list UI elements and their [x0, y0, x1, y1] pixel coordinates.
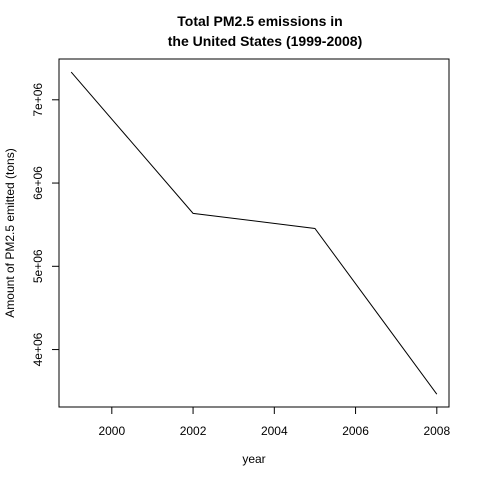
y-axis: 4e+06 5e+06 6e+06 7e+06 — [31, 83, 59, 366]
y-tick-label: 6e+06 — [31, 166, 45, 200]
y-tick-label: 5e+06 — [31, 249, 45, 283]
x-tick-label: 2006 — [342, 424, 369, 438]
x-tick-label: 2002 — [180, 424, 207, 438]
x-tick-label: 2004 — [261, 424, 288, 438]
chart-title-line-1: Total PM2.5 emissions in — [177, 13, 343, 29]
x-tick-label: 2000 — [98, 424, 125, 438]
y-axis-label: Amount of PM2.5 emitted (tons) — [3, 148, 17, 317]
chart-title-line-2: the United States (1999-2008) — [167, 33, 363, 49]
y-tick-label: 4e+06 — [31, 332, 45, 366]
y-tick-label: 7e+06 — [31, 83, 45, 117]
x-axis: 2000 2002 2004 2006 2008 — [98, 407, 450, 438]
plot-frame — [58, 58, 450, 408]
x-tick-label: 2008 — [423, 424, 450, 438]
series-group — [70, 71, 438, 395]
x-axis-label: year — [242, 452, 265, 466]
series-line-total-emissions — [70, 71, 438, 395]
